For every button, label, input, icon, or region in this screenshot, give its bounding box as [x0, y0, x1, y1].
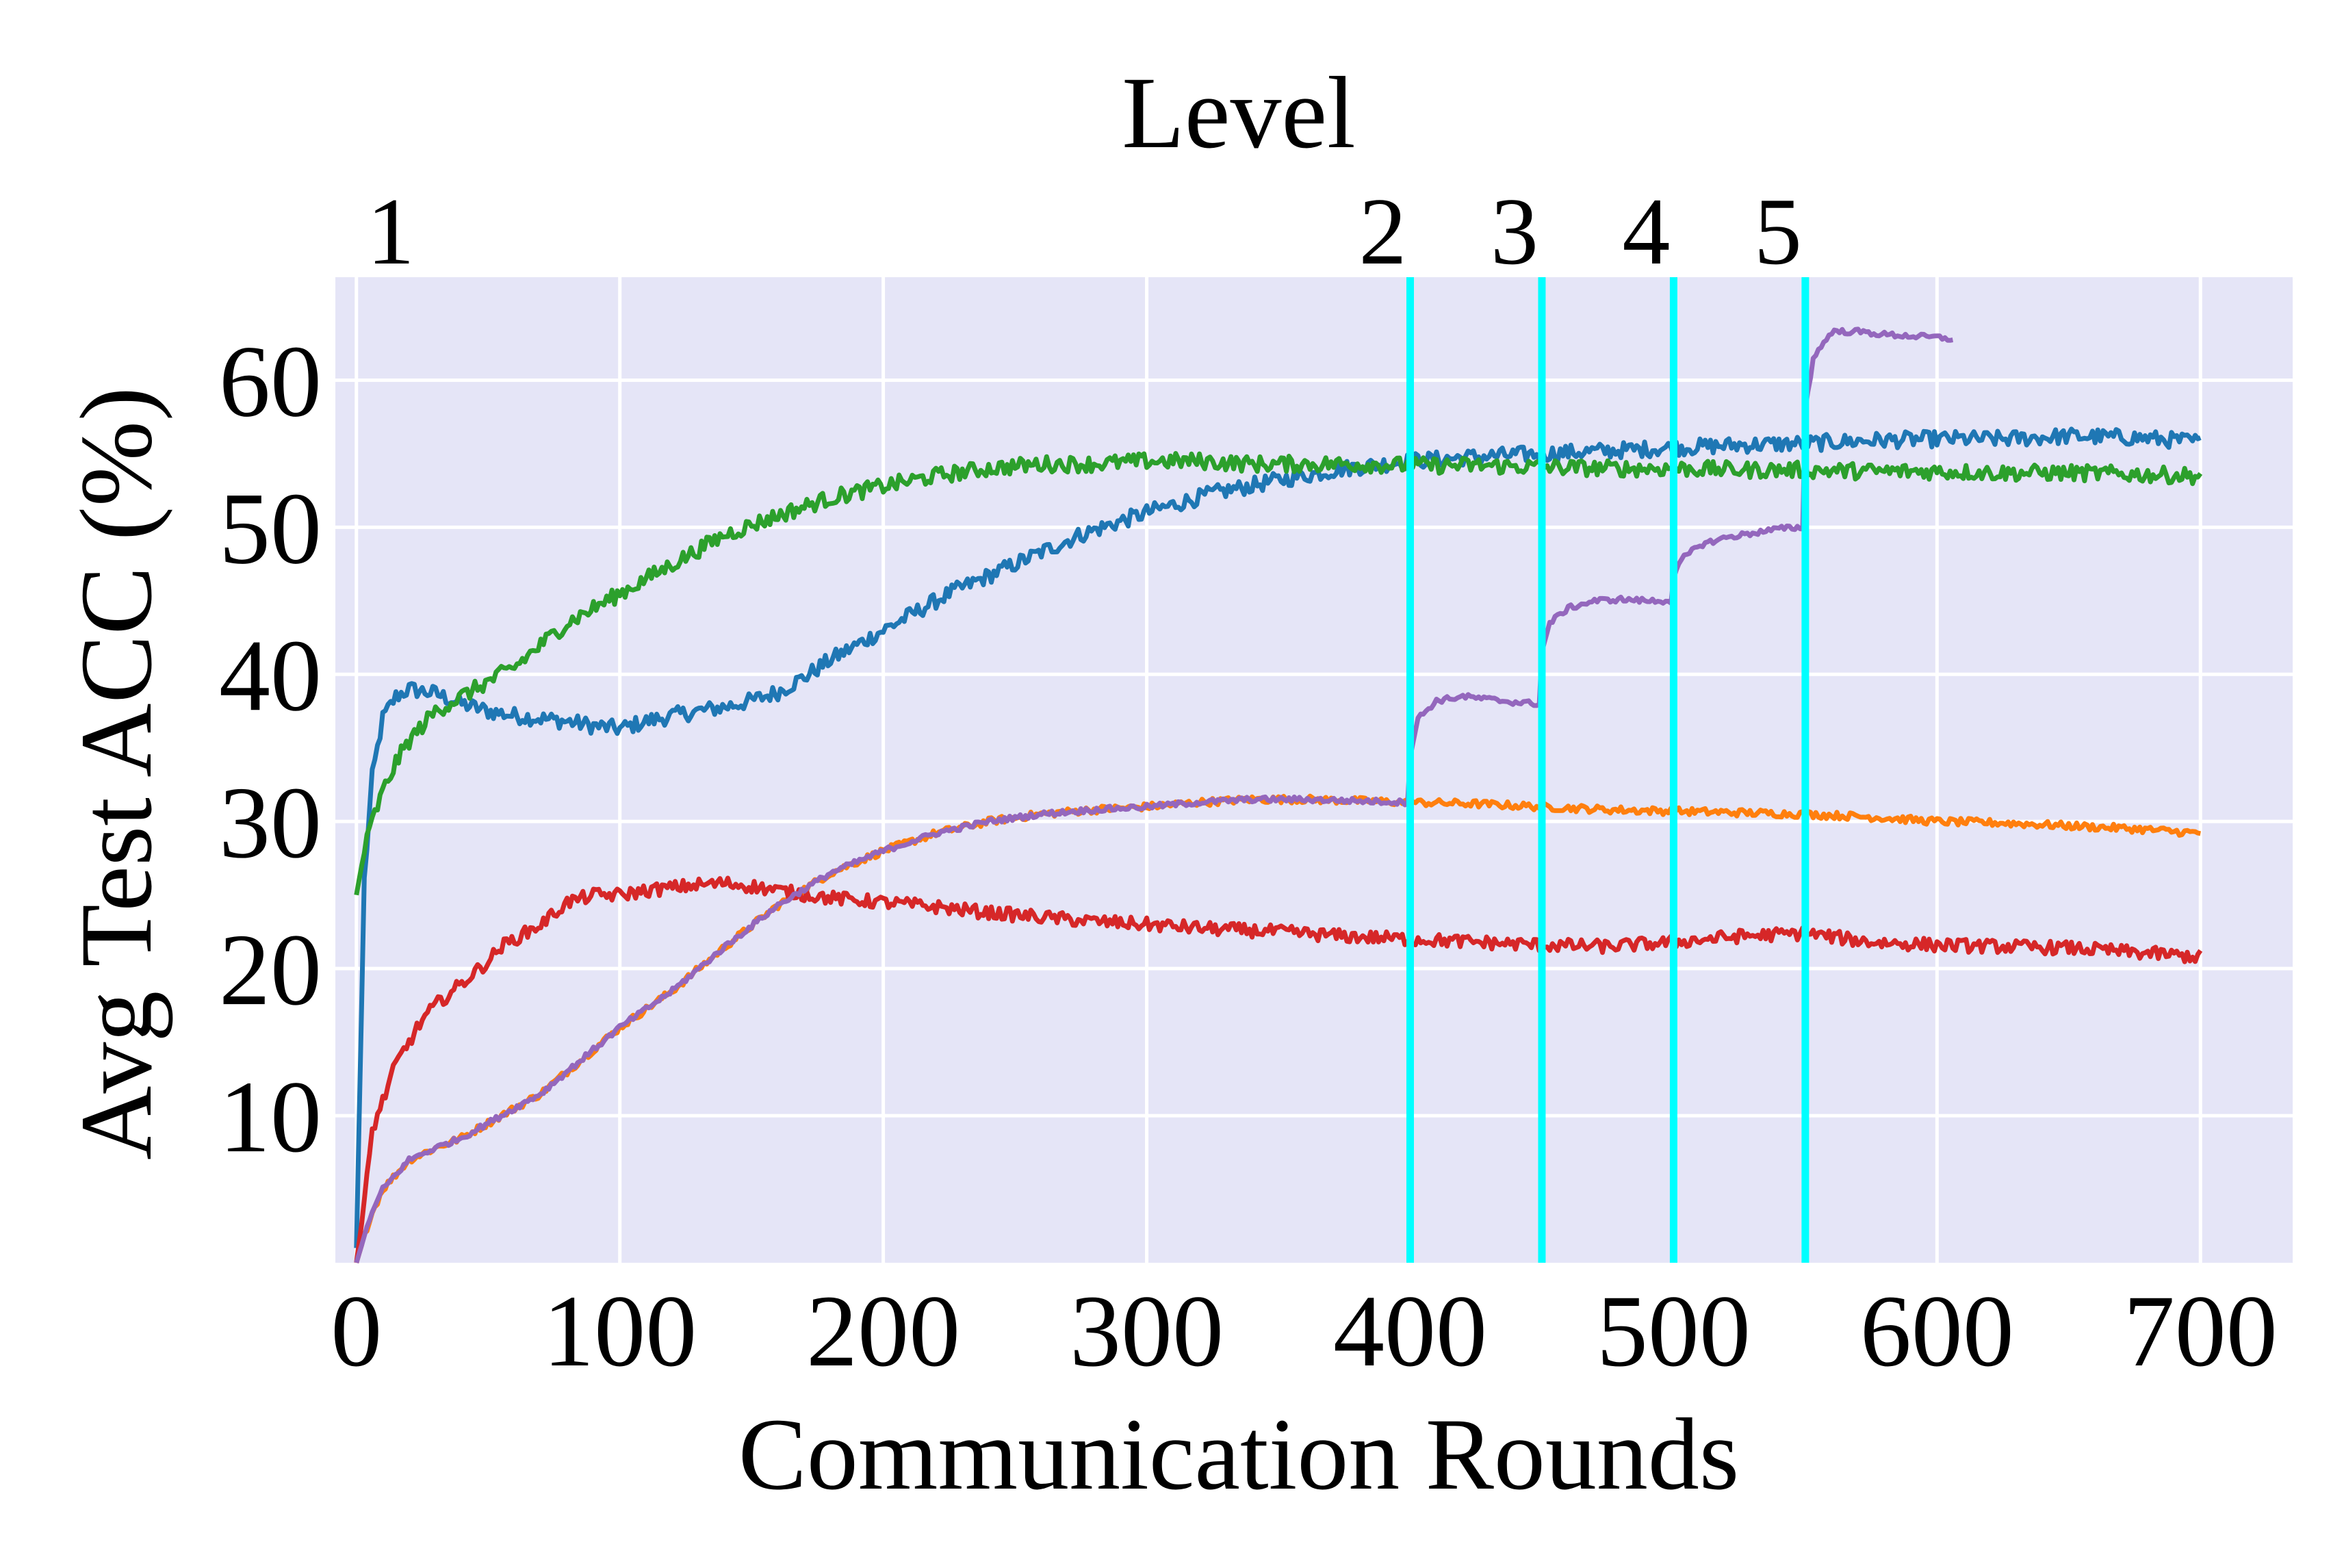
x-tick-label: 500 [1597, 1274, 1751, 1388]
y-tick-label: 40 [219, 619, 322, 732]
level-lines [1406, 277, 1809, 1263]
data-series [354, 326, 2203, 1263]
x-tick-label: 300 [1070, 1274, 1224, 1388]
y-tick-label: 50 [219, 472, 322, 585]
y-tick-label: 60 [219, 324, 322, 438]
level-tick-label: 1 [367, 179, 415, 285]
top-axis-label: Level [1122, 56, 1355, 170]
level-tick-label: 4 [1622, 179, 1670, 285]
y-tick-label: 30 [219, 766, 322, 879]
x-tick-label: 0 [331, 1274, 382, 1388]
level-tick-label: 2 [1358, 179, 1406, 285]
y-axis-label: Avg Test ACC (%) [60, 387, 173, 1160]
series-line-5 [354, 326, 1954, 1263]
y-tick-label: 10 [219, 1060, 322, 1174]
level-tick-label: 3 [1491, 179, 1538, 285]
x-tick-label: 200 [806, 1274, 960, 1388]
x-tick-label: 700 [2124, 1274, 2278, 1388]
x-axis-label: Communication Rounds [738, 1398, 1740, 1511]
x-tick-label: 400 [1333, 1274, 1487, 1388]
y-tick-label: 20 [219, 913, 322, 1027]
level-tick-label: 5 [1754, 179, 1802, 285]
series-line-3 [354, 451, 2203, 896]
series-line-1 [354, 426, 2202, 1248]
x-tick-labels: 0 100 200 300 400 500 600 700 [331, 1274, 2277, 1388]
x-tick-label: 600 [1860, 1274, 2014, 1388]
x-tick-label: 100 [543, 1274, 697, 1388]
series-line-4 [354, 875, 2203, 1263]
y-tick-labels: 10 20 30 40 50 60 [219, 324, 322, 1174]
